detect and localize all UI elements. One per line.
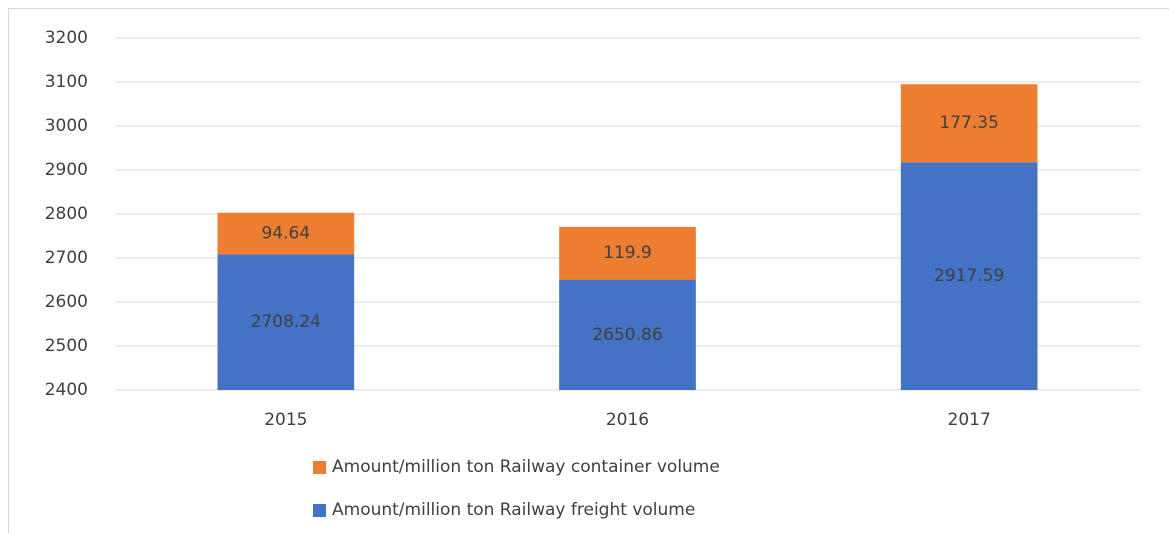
bar-segment	[559, 226, 696, 280]
legend-label: Amount/million ton Railway freight volum…	[332, 500, 695, 520]
legend-swatch	[313, 504, 326, 517]
y-tick-label: 3100	[45, 72, 88, 92]
y-tick-label: 3000	[45, 116, 88, 136]
y-tick-label: 2700	[45, 248, 88, 268]
bar-segment	[900, 162, 1038, 390]
legend-label: Amount/million ton Railway container vol…	[332, 457, 720, 477]
bar-segment	[559, 279, 696, 390]
x-tick-label: 2017	[948, 410, 991, 430]
x-tick-label: 2015	[264, 410, 307, 430]
y-tick-label: 2600	[45, 292, 88, 312]
y-tick-label: 2500	[45, 336, 88, 356]
bar-segment	[217, 212, 355, 255]
y-tick-label: 2900	[45, 160, 88, 180]
data-label: 2708.24	[251, 312, 321, 332]
data-label: 177.35	[939, 113, 998, 133]
bar-segment	[900, 84, 1038, 163]
legend-swatch	[313, 461, 326, 474]
data-label: 2650.86	[592, 325, 662, 345]
data-label: 94.64	[261, 224, 310, 244]
chart-frame	[8, 8, 1169, 533]
x-tick-label: 2016	[606, 410, 649, 430]
bar-segment	[217, 254, 355, 390]
data-label: 119.9	[603, 243, 652, 263]
y-tick-label: 2800	[45, 204, 88, 224]
y-tick-label: 2400	[45, 380, 88, 400]
data-label: 2917.59	[934, 266, 1004, 286]
y-tick-label: 3200	[45, 28, 88, 48]
